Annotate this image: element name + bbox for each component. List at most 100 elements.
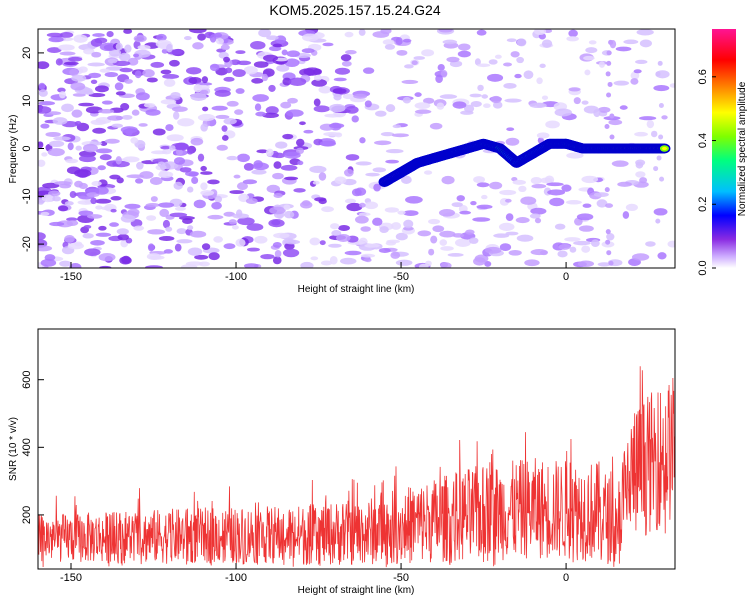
- noise-blob: [86, 192, 100, 198]
- noise-blob: [272, 43, 283, 48]
- noise-blob: [590, 239, 600, 248]
- noise-blob: [606, 233, 615, 241]
- noise-blob: [536, 132, 550, 139]
- noise-blob: [430, 235, 438, 244]
- noise-blob: [530, 177, 542, 185]
- noise-blob: [441, 175, 455, 185]
- noise-blob: [46, 47, 62, 53]
- noise-blob: [207, 179, 220, 185]
- noise-blob: [476, 204, 493, 210]
- noise-blob: [565, 200, 582, 205]
- colorbar: 0.0 0.2 0.4 0.6 Normalized spectral amplitu…: [697, 29, 748, 276]
- noise-blob: [226, 100, 239, 107]
- noise-blob: [226, 155, 238, 161]
- noise-blob: [514, 73, 522, 79]
- noise-blob: [69, 262, 82, 268]
- x-axis-label-top: Height of straight line (km): [298, 284, 415, 295]
- noise-blob: [78, 43, 96, 51]
- x-axis-ticks-bottom: -150 -100 -50 0: [60, 563, 569, 584]
- noise-blob: [481, 94, 489, 99]
- noise-blob: [318, 172, 327, 181]
- noise-blob: [187, 247, 203, 256]
- noise-blob: [413, 56, 426, 60]
- noise-blob: [182, 217, 193, 224]
- noise-blob: [421, 49, 435, 57]
- noise-blob: [272, 172, 284, 180]
- noise-blob: [313, 68, 323, 75]
- noise-blob: [333, 77, 347, 82]
- noise-blob: [355, 161, 372, 166]
- noise-blob: [145, 265, 163, 268]
- noise-blob: [214, 195, 223, 203]
- noise-blob: [655, 71, 661, 77]
- noise-blob: [177, 118, 195, 127]
- noise-blob: [605, 71, 611, 77]
- noise-blob: [299, 68, 316, 77]
- noise-blob: [488, 59, 498, 65]
- noise-blob: [611, 160, 629, 167]
- noise-blob: [512, 179, 527, 185]
- noise-blob: [266, 184, 281, 193]
- noise-blob: [657, 60, 663, 66]
- noise-blob: [209, 63, 220, 72]
- noise-blob: [397, 210, 406, 215]
- noise-blob: [120, 103, 130, 111]
- noise-blob: [97, 165, 106, 171]
- noise-blob: [505, 198, 512, 203]
- noise-blob: [329, 103, 346, 113]
- noise-blob: [323, 132, 341, 137]
- noise-blob: [150, 61, 165, 68]
- noise-blob: [84, 90, 94, 95]
- noise-blob: [207, 214, 224, 220]
- noise-blob: [473, 176, 485, 184]
- noise-blob: [364, 201, 379, 210]
- noise-blob: [645, 241, 656, 247]
- noise-blob: [282, 77, 292, 86]
- y-axis-ticks-bottom: 200 400 600: [21, 371, 44, 524]
- noise-blob: [78, 155, 96, 163]
- noise-blob: [68, 56, 83, 62]
- noise-blob: [283, 210, 295, 219]
- noise-blob: [133, 53, 140, 58]
- noise-blob: [119, 67, 133, 73]
- noise-blob: [215, 114, 230, 120]
- noise-blob: [354, 215, 369, 224]
- noise-blob: [365, 172, 380, 177]
- noise-blob: [52, 117, 68, 125]
- noise-blob: [613, 80, 630, 86]
- noise-blob: [362, 67, 375, 74]
- noise-blob: [578, 225, 594, 232]
- noise-blob: [92, 127, 106, 134]
- noise-blob: [184, 36, 192, 41]
- noise-blob: [171, 106, 188, 112]
- noise-blob: [280, 101, 292, 109]
- noise-blob: [223, 211, 235, 217]
- noise-blob: [193, 199, 206, 209]
- noise-blob: [243, 163, 255, 171]
- noise-blob: [40, 123, 50, 129]
- noise-blob: [243, 263, 259, 268]
- noise-blob: [606, 60, 612, 66]
- noise-blob: [99, 265, 112, 268]
- x-axis-ticks-top: -150 -100 -50 0: [60, 262, 569, 283]
- noise-blob: [385, 104, 396, 113]
- noise-blob: [216, 144, 228, 151]
- noise-blob: [105, 66, 124, 71]
- noise-blob: [38, 89, 48, 97]
- noise-blob: [186, 149, 194, 155]
- noise-blob: [296, 138, 305, 147]
- noise-blob: [107, 115, 124, 121]
- ridge-signal: [378, 138, 671, 187]
- noise-blob: [577, 260, 595, 267]
- noise-blob: [160, 145, 171, 150]
- noise-blob: [635, 59, 648, 64]
- noise-blob: [395, 37, 403, 46]
- noise-blob: [402, 38, 412, 43]
- noise-blob: [263, 54, 278, 62]
- noise-blob: [529, 213, 541, 219]
- noise-blob: [163, 78, 176, 87]
- noise-blob: [319, 140, 337, 147]
- noise-blob: [493, 233, 510, 238]
- noise-blob: [282, 133, 294, 140]
- x-tick-label: -100: [225, 572, 247, 584]
